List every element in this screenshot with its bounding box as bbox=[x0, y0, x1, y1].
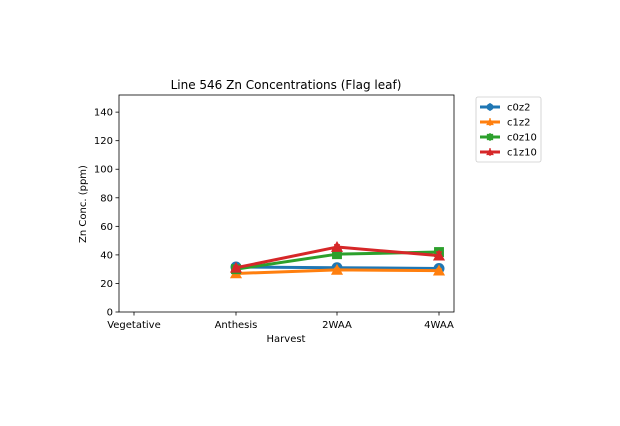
y-tick-label: 0 bbox=[107, 308, 113, 319]
legend-label: c1z2 bbox=[507, 118, 530, 129]
legend-items: c0z2 c1z2 c0z10 c1z10 bbox=[480, 103, 537, 159]
data-point bbox=[332, 249, 342, 260]
y-tick-label: 40 bbox=[100, 250, 113, 261]
legend-item-c0z10: c0z10 bbox=[480, 133, 537, 144]
legend-label: c0z2 bbox=[507, 103, 530, 114]
x-tick-label: 4WAA bbox=[424, 320, 454, 331]
data-point bbox=[229, 261, 243, 273]
x-axis-label: Harvest bbox=[267, 334, 306, 345]
legend-frame bbox=[475, 96, 542, 163]
y-tick-label: 100 bbox=[94, 165, 113, 176]
plot-frame bbox=[118, 94, 455, 313]
y-tick-label: 60 bbox=[100, 222, 113, 233]
legend-item-c1z10: c1z10 bbox=[480, 148, 537, 159]
legend-marker bbox=[486, 148, 494, 156]
y-tick-label: 140 bbox=[94, 108, 113, 119]
x-tick-label: 2WAA bbox=[322, 320, 352, 331]
legend-item-c0z2: c0z2 bbox=[480, 103, 530, 114]
legend-marker bbox=[486, 133, 494, 141]
legend-marker bbox=[486, 103, 494, 111]
plot-area bbox=[118, 94, 455, 313]
y-axis-ticks: 0 20 40 60 80 100 120 140 bbox=[94, 108, 119, 319]
legend-label: c0z10 bbox=[507, 133, 537, 144]
data-point bbox=[330, 263, 344, 275]
x-tick-label: Anthesis bbox=[215, 320, 258, 331]
x-tick-label: Vegetative bbox=[107, 320, 161, 331]
y-axis-label: Zn Conc. (ppm) bbox=[78, 165, 89, 243]
legend-label: c1z10 bbox=[507, 148, 537, 159]
y-tick-label: 80 bbox=[100, 193, 113, 204]
data-point bbox=[432, 249, 446, 261]
legend: c0z2 c1z2 c0z10 c1z10 bbox=[475, 96, 542, 163]
chart-title: Line 546 Zn Concentrations (Flag leaf) bbox=[171, 78, 402, 92]
y-tick-label: 20 bbox=[100, 279, 113, 290]
series-c1z10 bbox=[229, 240, 446, 273]
legend-marker bbox=[486, 118, 494, 126]
data-point bbox=[432, 264, 446, 276]
series-layer bbox=[229, 240, 446, 279]
legend-item-c1z2: c1z2 bbox=[480, 118, 530, 129]
y-tick-label: 120 bbox=[94, 136, 113, 147]
x-axis-ticks: Vegetative Anthesis 2WAA 4WAA bbox=[107, 312, 454, 331]
data-point bbox=[330, 240, 344, 252]
